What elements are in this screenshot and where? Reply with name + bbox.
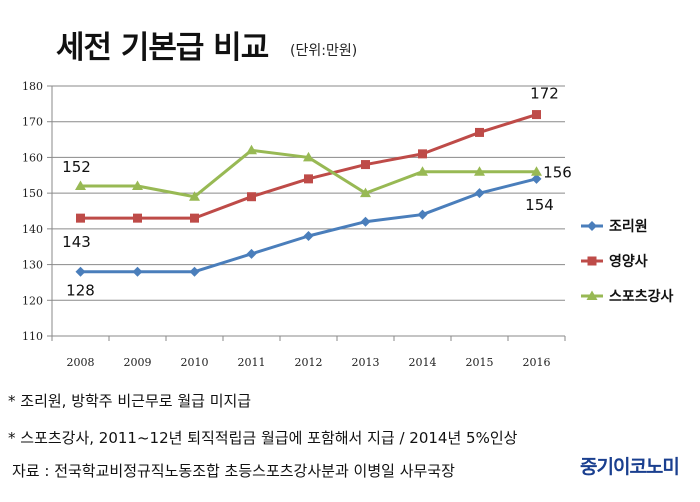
- axes: 110 120 130 140 150 160 170 180 2008 2009 2010 2011…: [22, 80, 566, 369]
- x-tick-label: 2015: [466, 356, 494, 369]
- data-point-square: [133, 213, 142, 223]
- data-point-square: [247, 192, 256, 202]
- legend-label: 영양사: [609, 253, 648, 270]
- y-tick-label: 140: [22, 223, 43, 236]
- data-point-triangle: [360, 187, 371, 198]
- data-point-square: [418, 149, 427, 159]
- data-point-triangle: [75, 180, 86, 190]
- line-chart: 110 120 130 140 150 160 170 180 2008 2009 2010 2011…: [22, 80, 674, 369]
- data-point-square: [304, 174, 313, 184]
- x-tick-label: 2013: [352, 356, 380, 369]
- x-tick-label: 2011: [238, 356, 266, 369]
- data-point-square: [76, 213, 85, 223]
- data-point-diamond: [587, 221, 597, 231]
- x-tick-label: 2009: [124, 356, 152, 369]
- data-point-diamond: [246, 248, 257, 259]
- series-line-2: [80, 113, 537, 220]
- y-tick-label: 150: [22, 187, 43, 200]
- data-point-diamond: [189, 266, 200, 277]
- data-point-diamond: [531, 173, 542, 184]
- chart-title: 세전 기본급 비교: [56, 30, 269, 66]
- y-tick-label: 160: [22, 151, 43, 164]
- data-point-triangle: [474, 166, 485, 176]
- data-point-triangle: [586, 290, 598, 300]
- note-cook: * 조리원, 방학주 비근무로 월급 미지급: [8, 392, 252, 410]
- y-tick-label: 130: [22, 259, 43, 272]
- data-point-diamond: [132, 266, 143, 277]
- x-tick-label: 2010: [181, 356, 209, 369]
- x-tick-label: 2012: [295, 356, 323, 369]
- y-tick-label: 180: [22, 80, 43, 93]
- data-point-triangle: [531, 166, 542, 176]
- x-tick-label: 2014: [409, 356, 437, 369]
- data-point-diamond: [75, 266, 86, 277]
- unit-label: (단위:만원): [290, 43, 358, 59]
- data-point-square: [361, 160, 370, 170]
- data-label: 156: [543, 164, 572, 182]
- data-point-diamond: [417, 209, 428, 220]
- data-label: 143: [62, 233, 91, 251]
- data-point-triangle: [303, 151, 314, 162]
- data-point-square: [475, 127, 484, 137]
- data-point-diamond: [474, 188, 485, 199]
- data-label: 128: [66, 282, 95, 300]
- publisher-logo: 중기이코노미: [580, 456, 680, 478]
- grid: [52, 85, 565, 337]
- source-text: 자료 : 전국학교비정규직노동조합 초등스포츠강사분과 이병일 사무국장: [12, 462, 455, 480]
- data-point-triangle: [246, 144, 257, 155]
- data-point-diamond: [303, 231, 314, 241]
- y-tick-label: 120: [22, 294, 43, 307]
- data-point-diamond: [360, 216, 371, 227]
- data-labels: 128 154 143 172 152 156: [62, 85, 572, 300]
- legend-label: 조리원: [609, 219, 648, 235]
- data-point-triangle: [417, 166, 428, 176]
- data-label: 152: [62, 158, 91, 176]
- data-point-square: [587, 256, 597, 266]
- series-group: [75, 110, 542, 277]
- data-point-square: [532, 110, 541, 120]
- x-tick-label: 2008: [67, 356, 95, 369]
- data-label: 154: [525, 196, 554, 214]
- data-point-triangle: [132, 180, 143, 190]
- data-label: 172: [530, 85, 559, 103]
- data-point-triangle: [189, 191, 200, 201]
- x-tick-label: 2016: [523, 356, 551, 369]
- data-point-square: [190, 213, 199, 223]
- note-sports-instructor: * 스포츠강사, 2011~12년 퇴직적립금 월급에 포함해서 지급 / 20…: [8, 429, 518, 447]
- legend-label: 스포츠강사: [609, 288, 674, 305]
- y-tick-label: 110: [22, 330, 43, 343]
- y-tick-label: 170: [22, 116, 43, 129]
